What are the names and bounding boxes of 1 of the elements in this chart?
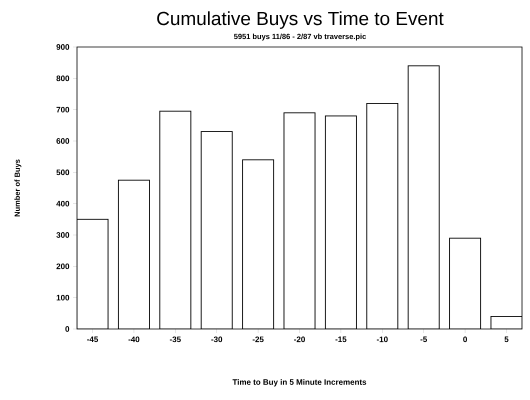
chart-title: Cumulative Buys vs Time to Event — [157, 11, 444, 29]
